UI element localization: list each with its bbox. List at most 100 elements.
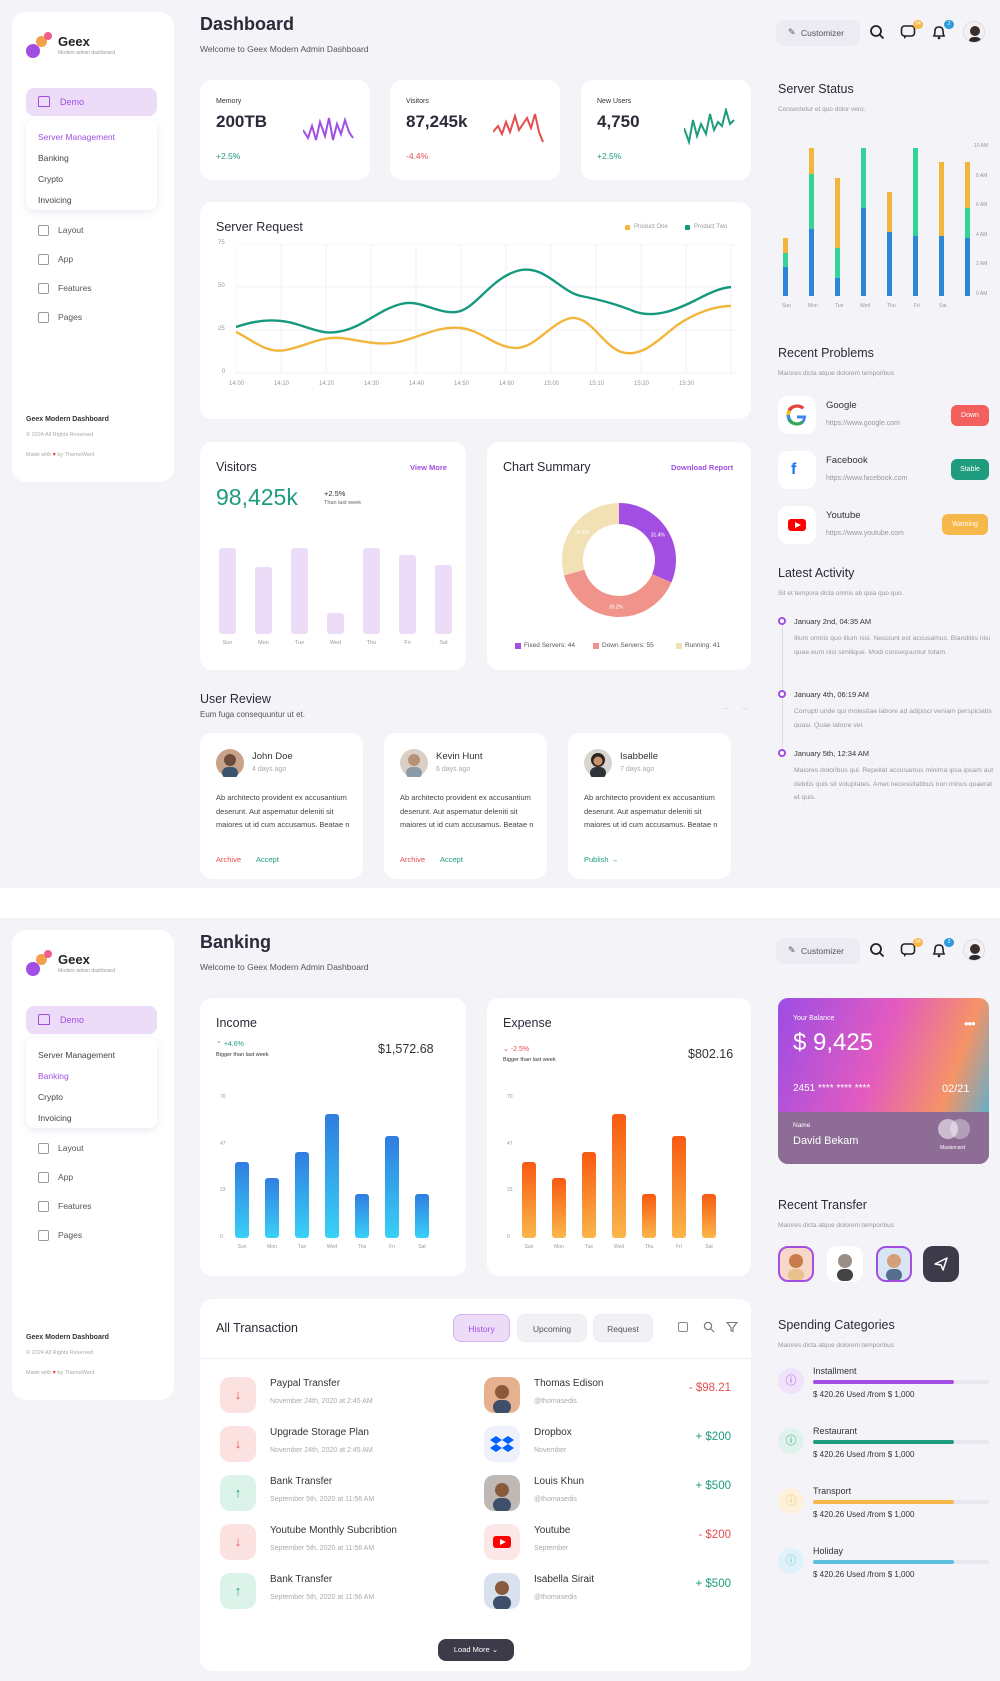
bell-badge: 2 xyxy=(944,20,954,29)
submenu-item-invoicing[interactable]: Invoicing xyxy=(38,1113,72,1123)
reviewer-avatar xyxy=(216,749,244,779)
view-more-link[interactable]: View More xyxy=(410,463,447,472)
pencil-icon: ✎ xyxy=(788,945,796,955)
bell-icon[interactable]: 2 xyxy=(931,938,954,960)
status-bar-mon xyxy=(809,148,814,296)
filter-icon[interactable] xyxy=(726,1321,738,1333)
tab-history[interactable]: History xyxy=(453,1314,510,1342)
problem-url[interactable]: https://www.youtube.com xyxy=(826,530,904,537)
transaction-amount: + $500 xyxy=(695,1578,732,1590)
archive-button[interactable]: Archive xyxy=(400,855,426,864)
memory-sparkline xyxy=(303,116,354,141)
accept-button[interactable]: Accept xyxy=(440,855,463,864)
logo[interactable]: Geex Modern admin dashboard xyxy=(26,32,166,62)
google-icon xyxy=(778,396,816,434)
user-avatar[interactable] xyxy=(963,939,985,961)
search-icon[interactable] xyxy=(703,1321,715,1333)
submenu-item-banking[interactable]: Banking xyxy=(38,1071,69,1081)
transfer-contact-avatar[interactable] xyxy=(827,1246,863,1282)
footer-title: Geex Modern Dashboard xyxy=(26,1334,109,1341)
transfer-contact-avatar[interactable] xyxy=(876,1246,912,1282)
y-tick: 70 xyxy=(507,1094,513,1100)
timeline-line xyxy=(782,622,783,754)
problem-url[interactable]: https://www.google.com xyxy=(826,420,900,427)
reviewer-name: John Doe xyxy=(252,751,293,762)
tab-upcoming[interactable]: Upcoming xyxy=(517,1314,587,1342)
review-prev-arrow[interactable]: ← xyxy=(722,702,731,712)
transaction-avatar xyxy=(484,1426,520,1462)
problem-url[interactable]: https://www.facebook.com xyxy=(826,475,908,482)
visitor-bar xyxy=(363,547,380,634)
user-avatar[interactable] xyxy=(963,21,985,43)
transaction-party-sub: @thomasedis xyxy=(534,1594,577,1601)
send-transfer-button[interactable] xyxy=(923,1246,959,1282)
x-tick: 14:40 xyxy=(409,381,425,387)
submenu-item-server-management[interactable]: Server Management xyxy=(38,1050,116,1060)
download-report-link[interactable]: Download Report xyxy=(671,463,734,472)
facebook-icon: f xyxy=(778,451,816,489)
accept-button[interactable]: Accept xyxy=(256,855,279,864)
search-icon[interactable] xyxy=(869,942,887,960)
y-tick: 4 AM xyxy=(976,232,988,238)
visitor-bar xyxy=(291,547,308,634)
income-amount: $1,572.68 xyxy=(378,1042,434,1056)
transaction-party: Dropbox xyxy=(534,1427,572,1438)
bar xyxy=(552,1178,566,1238)
customizer-button[interactable]: ✎ Customizer xyxy=(776,20,860,46)
submenu-item-server-management[interactable]: Server Management xyxy=(38,132,116,142)
layers-icon xyxy=(38,283,49,294)
x-tick: Tue xyxy=(835,303,844,309)
transaction-amount: + $500 xyxy=(695,1480,732,1492)
publish-button[interactable]: Publish → xyxy=(584,855,619,864)
transaction-avatar xyxy=(484,1377,520,1413)
x-tick: Sun xyxy=(524,1244,534,1250)
search-icon[interactable] xyxy=(869,24,887,42)
transfer-contact-avatar[interactable] xyxy=(778,1246,814,1282)
logo[interactable]: Geex Modern admin dashboard xyxy=(26,950,166,980)
spending-used: $ 420.26 Used /from $ 1,000 xyxy=(813,1570,915,1579)
demo-menu-button[interactable]: Demo xyxy=(26,88,157,116)
spending-categories-title: Spending Categories xyxy=(778,1318,895,1332)
tab-request[interactable]: Request xyxy=(593,1314,653,1342)
user-review-title: User Review xyxy=(200,692,271,706)
page-title: Banking xyxy=(200,932,272,952)
reviewer-avatar xyxy=(400,749,428,779)
info-icon: ⓘ xyxy=(778,1428,804,1454)
calendar-icon[interactable] xyxy=(678,1322,688,1332)
status-bar-extra xyxy=(965,162,970,296)
chat-icon[interactable]: 04 xyxy=(900,938,923,960)
more-icon[interactable]: ••• xyxy=(964,1016,976,1031)
x-tick: 14:60 xyxy=(499,381,515,387)
customizer-button[interactable]: ✎ Customizer xyxy=(776,938,860,964)
timeline-dot xyxy=(778,690,786,698)
y-tick: 0 AM xyxy=(976,291,988,297)
stat-change: +2.5% xyxy=(597,151,622,161)
balance-card[interactable]: Your Balance $ 9,425 ••• 2451 **** **** … xyxy=(778,998,989,1164)
archive-button[interactable]: Archive xyxy=(216,855,242,864)
expense-bar-chart: 70 47 23 0 Sun Mon Tue Wed Thu Fri Sat xyxy=(487,998,751,1276)
status-bar-wed xyxy=(861,148,866,296)
visitors-change-sub: Than last week xyxy=(324,500,361,506)
stat-label: Visitors xyxy=(406,98,429,105)
submenu-item-invoicing[interactable]: Invoicing xyxy=(38,195,72,205)
y-tick: 2 AM xyxy=(976,261,988,267)
submenu-item-banking[interactable]: Banking xyxy=(38,153,69,163)
pages-icon xyxy=(38,1230,49,1241)
brand-name: Geex xyxy=(58,34,90,49)
demo-menu-button[interactable]: Demo xyxy=(26,1006,157,1034)
submenu-item-crypto[interactable]: Crypto xyxy=(38,1092,64,1102)
user-review-subtitle: Eum fuga consequuntur ut et. xyxy=(200,710,305,719)
submenu-item-crypto[interactable]: Crypto xyxy=(38,174,64,184)
timeline-dot xyxy=(778,617,786,625)
bell-icon[interactable]: 2 xyxy=(931,20,954,42)
load-more-button[interactable]: Load More ⌄ xyxy=(438,1639,514,1661)
pencil-icon: ✎ xyxy=(788,27,796,37)
layout-icon xyxy=(38,225,49,236)
review-next-arrow[interactable]: → xyxy=(740,702,749,712)
y-tick: 25 xyxy=(218,326,225,332)
transaction-date: November 24th, 2020 at 2:45 AM xyxy=(270,1447,373,1454)
expense-change-sub: Bigger than last week xyxy=(503,1057,556,1063)
chat-icon[interactable]: 04 xyxy=(900,20,923,42)
review-card: John Doe 4 days ago Ab architecto provid… xyxy=(200,733,363,879)
reviewer-name: Kevin Hunt xyxy=(436,751,483,762)
